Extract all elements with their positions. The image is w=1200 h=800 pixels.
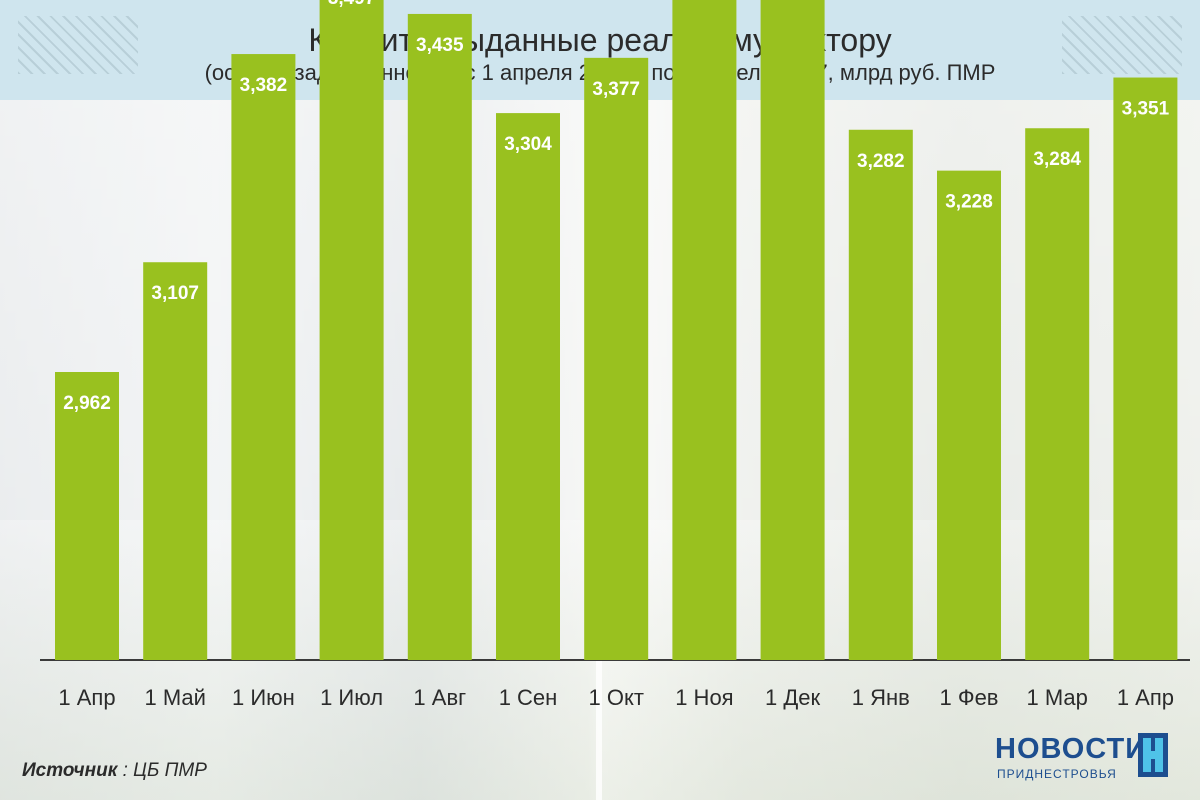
x-tick-label: 1 Мар	[1026, 685, 1087, 710]
source-note: Источник : ЦБ ПМР	[22, 760, 207, 782]
logo-subtitle: ПРИДНЕСТРОВЬЯ	[997, 767, 1117, 781]
x-tick-label: 1 Май	[144, 685, 205, 710]
bar-value-label: 2,962	[63, 393, 111, 414]
bar	[55, 372, 119, 660]
x-tick-label: 1 Июн	[232, 685, 295, 710]
x-tick-label: 1 Апр	[1117, 685, 1174, 710]
bar	[231, 54, 296, 661]
bar-value-label: 3,107	[151, 283, 199, 304]
logo-icon	[1138, 733, 1168, 777]
hatch-decoration-right	[1062, 16, 1182, 74]
bar-value-label: 3,377	[592, 79, 640, 100]
logo: НОВОСТИ ПРИДНЕСТРОВЬЯ	[995, 733, 1175, 785]
bar	[1025, 128, 1090, 661]
logo-wordmark: НОВОСТИ	[995, 733, 1148, 765]
bar	[143, 262, 208, 660]
bar	[584, 57, 649, 661]
bar-value-label: 3,282	[857, 151, 905, 172]
x-tick-label: 1 Июл	[320, 685, 383, 710]
x-tick-label: 1 Апр	[58, 685, 115, 710]
bar	[1113, 77, 1178, 661]
bar-value-label: 3,382	[240, 75, 288, 96]
bar-value-label: 3,284	[1033, 149, 1081, 170]
bar-value-label: 3,497	[328, 0, 376, 9]
bar-value-label: 3,228	[945, 192, 993, 213]
bar-value-label: 3,435	[416, 35, 464, 56]
bar	[496, 113, 560, 660]
x-tick-label: 1 Дек	[765, 685, 820, 710]
source-value: : ЦБ ПМР	[122, 760, 207, 781]
bar	[407, 13, 472, 660]
x-tick-label: 1 Сен	[499, 685, 558, 710]
bar-value-label: 3,304	[504, 134, 552, 155]
bar	[319, 0, 384, 660]
x-tick-label: 1 Фев	[940, 685, 999, 710]
x-tick-label: 1 Окт	[588, 685, 643, 710]
bar	[848, 129, 913, 660]
bar	[760, 0, 825, 661]
hatch-decoration-left	[18, 16, 138, 74]
bar	[937, 170, 1001, 660]
x-tick-label: 1 Ноя	[675, 685, 733, 710]
bar-value-label: 3,351	[1122, 99, 1170, 120]
source-label: Источник	[22, 760, 118, 781]
x-tick-label: 1 Янв	[852, 685, 910, 710]
x-tick-label: 1 Авг	[413, 685, 466, 710]
bar	[672, 0, 737, 661]
